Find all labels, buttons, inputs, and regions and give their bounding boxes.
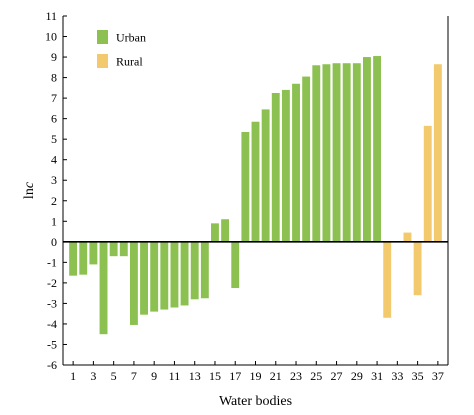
bar-rural-32 xyxy=(383,241,392,318)
y-tick-label: 10 xyxy=(45,30,57,44)
bar-urban-21 xyxy=(271,92,280,242)
bar-urban-23 xyxy=(292,83,300,242)
x-tick-label: 33 xyxy=(391,369,403,383)
legend-label-rural: Rural xyxy=(116,55,143,69)
y-axis-title-main: ln xyxy=(22,188,37,199)
bar-urban-12 xyxy=(180,241,189,306)
x-tick-label: 23 xyxy=(290,369,302,383)
x-tick-label: 11 xyxy=(169,369,181,383)
legend: Urban Rural xyxy=(97,30,146,69)
bar-urban-15 xyxy=(211,223,219,242)
y-tick-label: 6 xyxy=(51,112,57,126)
x-tick-label: 3 xyxy=(90,369,96,383)
y-tick-label: 4 xyxy=(51,153,57,167)
x-tick-label: 17 xyxy=(229,369,241,383)
bar-urban-4 xyxy=(99,241,108,335)
legend-label-urban: Urban xyxy=(116,31,146,45)
y-tick-label: -4 xyxy=(47,317,57,331)
bar-urban-17 xyxy=(231,241,240,289)
bar-urban-27 xyxy=(332,63,341,242)
x-tick-label: 21 xyxy=(270,369,282,383)
bar-urban-14 xyxy=(200,241,209,299)
x-tick-label: 25 xyxy=(310,369,322,383)
y-tick-label: 3 xyxy=(51,173,57,187)
y-tick-label: -2 xyxy=(47,276,57,290)
y-axis-ticks: -6 -5 -4 -3 -2 -1 0 1 2 3 4 5 6 7 8 9 10 11 xyxy=(45,9,67,372)
x-tick-label: 9 xyxy=(151,369,157,383)
x-tick-label: 7 xyxy=(131,369,137,383)
y-tick-label: -3 xyxy=(47,296,57,310)
bar-urban-16 xyxy=(221,219,230,242)
bar-rural-34 xyxy=(403,232,412,242)
x-tick-label: 31 xyxy=(371,369,383,383)
bar-urban-1 xyxy=(69,241,78,276)
bar-urban-9 xyxy=(150,241,159,312)
x-tick-label: 19 xyxy=(250,369,262,383)
legend-swatch-urban xyxy=(97,30,108,44)
bar-urban-25 xyxy=(312,65,321,242)
y-axis-title: lnc xyxy=(22,181,37,199)
bar-urban-20 xyxy=(261,109,270,242)
legend-swatch-rural xyxy=(97,54,108,68)
x-tick-label: 27 xyxy=(331,369,343,383)
y-tick-label: -6 xyxy=(47,358,57,372)
x-tick-label: 29 xyxy=(351,369,363,383)
x-axis-ticks: 1 3 5 7 9 11 13 15 17 19 21 23 25 27 29 31 33 35 37 xyxy=(70,361,444,383)
bar-urban-31 xyxy=(373,56,382,242)
bar-urban-5 xyxy=(109,241,118,257)
x-axis-title: Water bodies xyxy=(219,394,292,409)
bar-urban-19 xyxy=(251,121,260,242)
bar-urban-28 xyxy=(342,63,351,242)
bars-layer xyxy=(69,56,442,335)
bar-rural-37 xyxy=(433,64,442,242)
y-tick-label: 11 xyxy=(45,9,57,23)
x-tick-label: 1 xyxy=(70,369,76,383)
bar-urban-6 xyxy=(119,241,128,257)
bar-urban-8 xyxy=(140,241,148,315)
y-tick-label: 0 xyxy=(51,235,57,249)
x-tick-label: 37 xyxy=(432,369,444,383)
y-axis-title-italic: c xyxy=(22,181,37,188)
y-tick-label: -5 xyxy=(47,337,57,351)
x-tick-label: 13 xyxy=(189,369,201,383)
bar-urban-18 xyxy=(241,131,250,242)
y-tick-label: 2 xyxy=(51,194,57,208)
y-tick-label: 8 xyxy=(51,71,57,85)
bar-urban-22 xyxy=(281,89,290,242)
bar-urban-10 xyxy=(160,241,169,310)
x-tick-label: 35 xyxy=(412,369,424,383)
y-tick-label: 7 xyxy=(51,91,57,105)
y-tick-label: 5 xyxy=(51,132,57,146)
bar-rural-35 xyxy=(413,241,422,296)
bar-urban-13 xyxy=(190,241,199,300)
bar-urban-7 xyxy=(129,241,138,325)
bar-urban-29 xyxy=(352,63,361,242)
x-tick-label: 5 xyxy=(111,369,117,383)
bar-rural-36 xyxy=(423,125,432,242)
bar-urban-2 xyxy=(79,241,88,275)
y-tick-label: 1 xyxy=(51,214,57,228)
y-tick-label: 9 xyxy=(51,50,57,64)
x-tick-label: 15 xyxy=(209,369,221,383)
y-tick-label: -1 xyxy=(47,255,57,269)
bar-urban-30 xyxy=(363,57,371,242)
bar-urban-26 xyxy=(322,64,331,242)
bar-urban-3 xyxy=(89,241,98,265)
bar-urban-11 xyxy=(170,241,179,308)
bar-urban-24 xyxy=(302,76,311,242)
